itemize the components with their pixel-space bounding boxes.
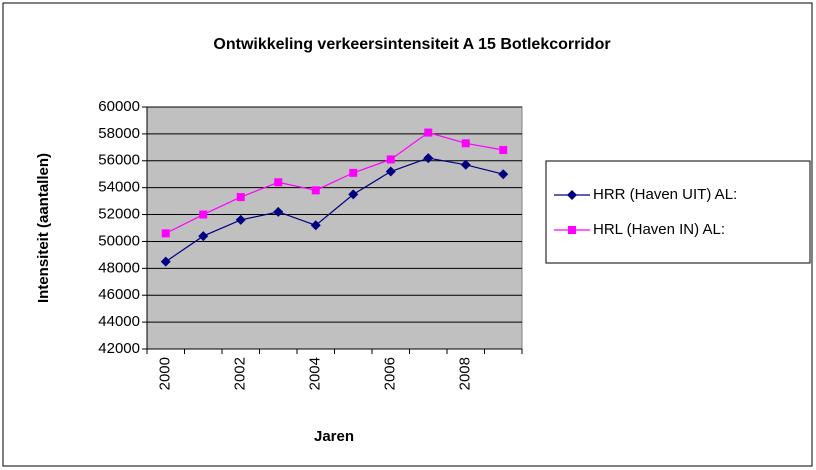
data-point (461, 139, 470, 148)
data-point (273, 206, 284, 217)
y-tick-label: 58000 (98, 125, 140, 142)
y-tick-label: 48000 (98, 259, 140, 276)
x-tick-label: 2006 (382, 357, 399, 390)
data-point (199, 210, 208, 219)
data-point (160, 256, 171, 267)
data-point (198, 231, 209, 242)
data-point (161, 229, 170, 238)
data-point (386, 155, 395, 164)
x-tick-label: 2002 (232, 357, 249, 390)
y-tick-label: 44000 (98, 313, 140, 330)
series-line (165, 157, 504, 263)
y-tick-label: 50000 (98, 232, 140, 249)
x-axis-title: Jaren (314, 428, 354, 445)
x-tick-label: 2008 (457, 357, 474, 390)
data-point (274, 178, 283, 187)
data-point (236, 193, 245, 202)
x-tick-label: 2004 (307, 357, 324, 390)
legend-label: HRR (Haven UIT) AL: (593, 186, 737, 203)
legend-label: HRL (Haven IN) AL: (593, 221, 725, 238)
data-point (424, 128, 433, 137)
y-tick-label: 60000 (98, 98, 140, 115)
data-point (310, 220, 321, 231)
series-line (165, 131, 504, 234)
y-tick-label: 56000 (98, 152, 140, 169)
y-tick-label: 54000 (98, 179, 140, 196)
y-tick-label: 46000 (98, 286, 140, 303)
data-point (498, 169, 509, 180)
legend-marker (568, 226, 576, 234)
plot-area (146, 106, 523, 350)
data-point (385, 166, 396, 177)
data-point (423, 153, 434, 164)
y-tick-label: 42000 (98, 340, 140, 357)
y-tick-label: 52000 (98, 206, 140, 223)
data-point (349, 168, 358, 177)
data-point (311, 186, 320, 195)
data-point (348, 189, 359, 200)
data-point (499, 146, 508, 155)
data-point (460, 159, 471, 170)
chart-title: Ontwikkeling verkeersintensiteit A 15 Bo… (213, 36, 610, 53)
data-point (235, 214, 246, 225)
legend-marker (567, 190, 577, 200)
x-tick-label: 2000 (157, 357, 174, 390)
y-axis-title: Intensiteit (aantallen) (35, 153, 52, 303)
legend-box (545, 160, 811, 264)
